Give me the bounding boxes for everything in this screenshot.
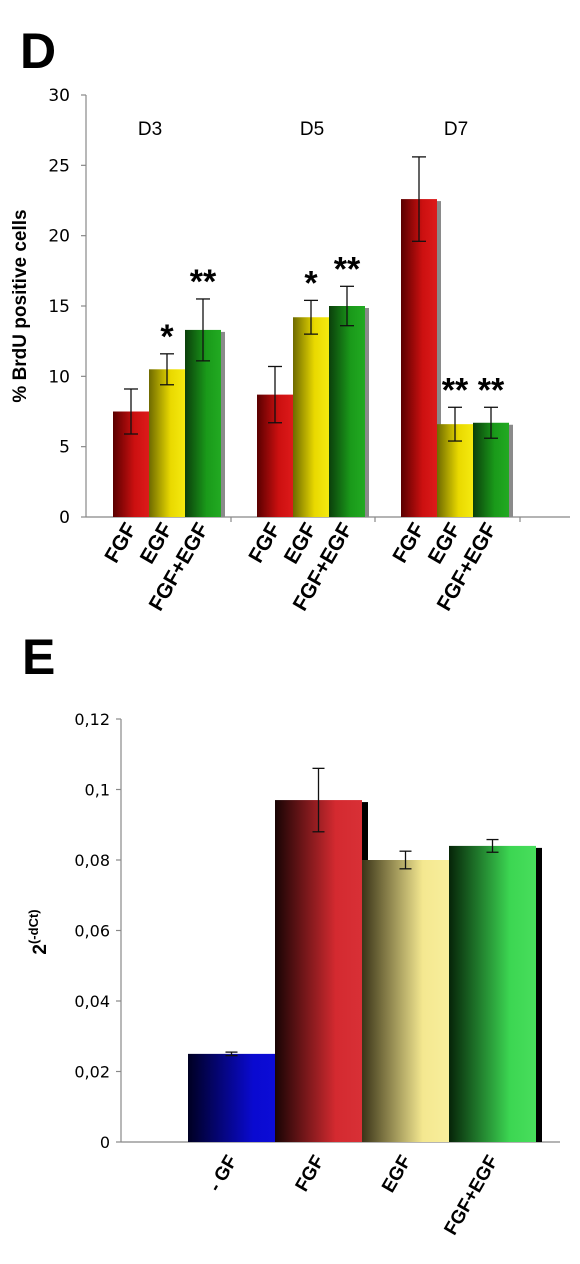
bar xyxy=(329,306,365,517)
x-category-label: FGF xyxy=(244,519,285,567)
y-tick-label: 0 xyxy=(59,508,70,528)
panel-e-bars xyxy=(188,767,542,1142)
significance-label: * xyxy=(304,264,318,302)
x-category-label: EGF xyxy=(378,1152,416,1196)
x-category-label: - GF xyxy=(205,1152,242,1195)
bar xyxy=(449,845,536,1142)
panel-e: E 0 0,02 0,04 0,06 0,08 0,1 0,12 2(-dCt) - GF FG… xyxy=(22,629,560,1239)
y-tick-label: 30 xyxy=(48,86,70,106)
panel-e-letter: E xyxy=(22,629,55,685)
y-tick-label: 0,12 xyxy=(74,710,110,729)
significance-label: ** xyxy=(190,263,217,301)
y-tick-label: 0,1 xyxy=(85,781,110,800)
group-label: D3 xyxy=(138,119,162,140)
y-tick-label: 0,04 xyxy=(74,992,110,1011)
panel-d: D 0 5 10 15 20 25 30 % BrdU positive cells D3 D5… xyxy=(10,23,570,615)
y-tick-label: 20 xyxy=(48,227,70,247)
y-axis-label: % BrdU positive cells xyxy=(10,209,31,402)
group-label: D5 xyxy=(300,119,324,140)
bar xyxy=(275,800,362,1142)
bar xyxy=(362,860,449,1142)
bar xyxy=(149,369,185,517)
group-label: D7 xyxy=(444,119,468,140)
panel-d-letter: D xyxy=(20,23,56,79)
bar xyxy=(401,199,437,518)
x-category-label: FGF+EGF xyxy=(441,1152,503,1239)
bar xyxy=(293,317,329,517)
x-category-label: FGF xyxy=(388,519,429,567)
significance-label: ** xyxy=(478,371,505,409)
panel-d-bars xyxy=(113,156,513,518)
x-category-label: FGF xyxy=(100,519,141,567)
y-axis-label: 2(-dCt) xyxy=(26,909,51,954)
significance-label: ** xyxy=(334,250,361,288)
y-tick-label: 0,02 xyxy=(74,1063,110,1082)
y-tick-label: 0 xyxy=(100,1133,110,1152)
significance-label: * xyxy=(160,318,174,356)
y-tick-label: 15 xyxy=(48,297,70,317)
y-tick-label: 0,08 xyxy=(74,851,110,870)
bar xyxy=(188,1053,275,1142)
significance-label: ** xyxy=(442,371,469,409)
y-tick-label: 5 xyxy=(59,438,70,458)
x-category-label: FGF xyxy=(292,1152,329,1195)
y-tick-label: 0,06 xyxy=(74,922,110,941)
y-tick-label: 25 xyxy=(48,156,70,176)
y-tick-label: 10 xyxy=(48,367,70,387)
